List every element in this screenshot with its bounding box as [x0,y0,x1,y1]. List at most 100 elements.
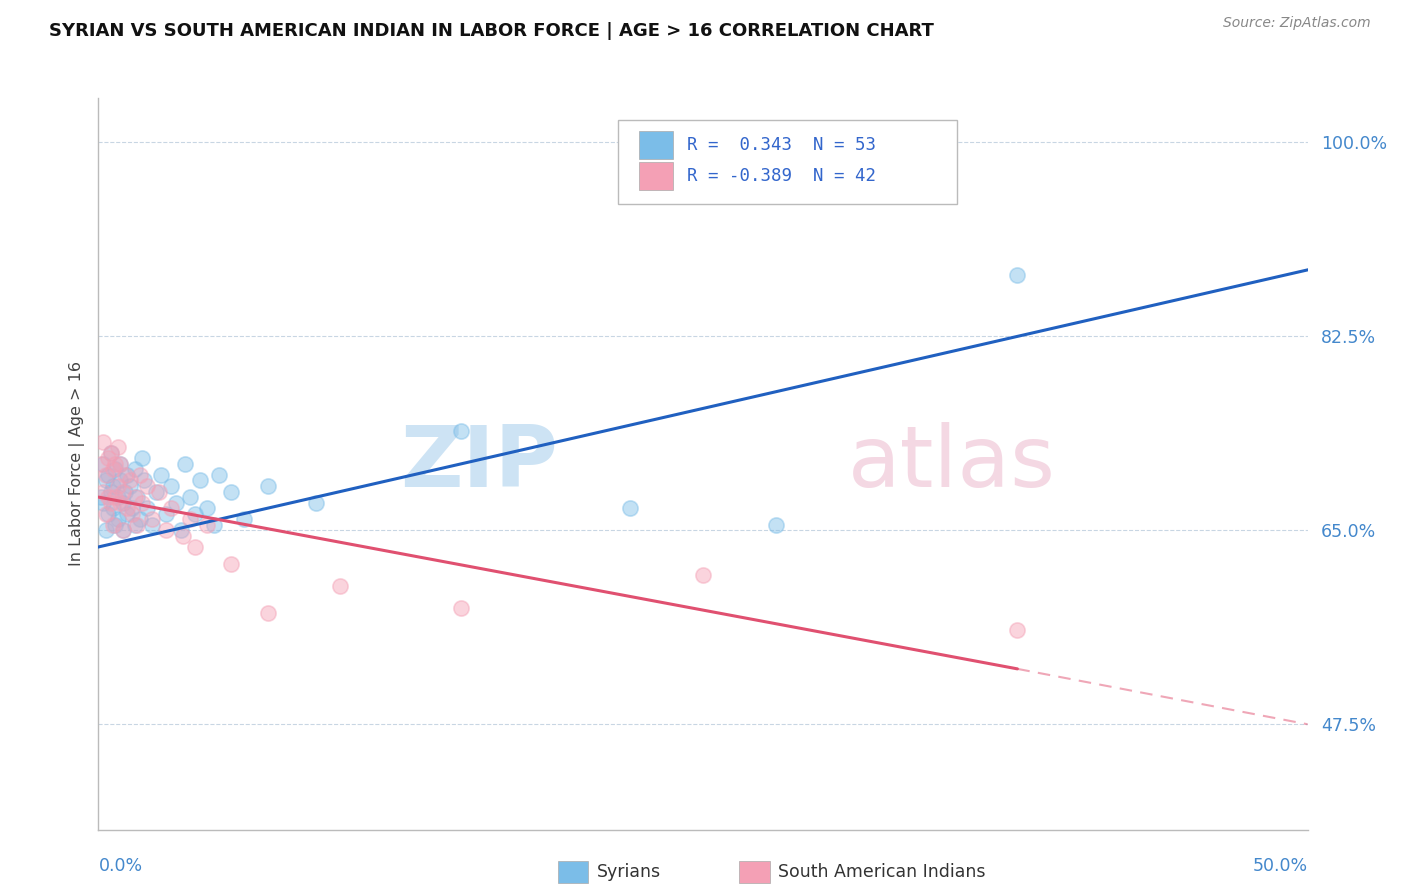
Point [100,495,122,509]
Point [111,484,134,499]
Point [108,495,131,509]
Point [195,517,218,532]
Point [114,484,136,499]
Point [94,474,117,488]
Point [450,424,472,438]
Point [179,490,201,504]
FancyBboxPatch shape [619,120,957,204]
Point [124,490,146,504]
Point [91,457,114,471]
Point [128,467,150,482]
Point [174,457,197,471]
Point [94,467,117,482]
Point [134,474,156,488]
Point [450,601,472,615]
Text: atlas: atlas [848,422,1056,506]
Point [111,495,134,509]
Point [90,457,112,471]
Point [135,501,157,516]
Point [1007,623,1029,637]
Point [124,517,146,532]
Point [232,512,254,526]
Point [101,462,124,476]
Text: ZIP: ZIP [401,422,558,506]
Point [155,507,177,521]
Point [135,479,157,493]
Point [184,507,207,521]
Point [256,607,278,621]
Point [204,517,226,532]
Point [108,474,131,488]
Point [692,567,714,582]
Point [117,507,139,521]
Point [208,467,231,482]
Point [619,501,641,516]
Point [90,490,112,504]
Point [131,495,153,509]
Point [118,479,141,493]
Point [104,517,127,532]
Point [127,517,149,532]
Text: R =  0.343  N = 53: R = 0.343 N = 53 [688,136,876,154]
Point [107,490,129,504]
Point [97,451,120,466]
Text: Syrians: Syrians [596,863,661,881]
Point [107,512,129,526]
Point [104,457,127,471]
Point [97,507,120,521]
Point [111,524,134,538]
Point [108,457,131,471]
Point [104,490,127,504]
Point [124,462,146,476]
Point [765,517,787,532]
Point [117,467,139,482]
Point [165,495,187,509]
Point [100,446,122,460]
Point [148,484,170,499]
Text: 0.0%: 0.0% [98,857,142,875]
Point [172,529,194,543]
Y-axis label: In Labor Force | Age > 16: In Labor Force | Age > 16 [69,361,84,566]
Point [256,479,278,493]
Point [127,490,149,504]
Point [100,484,122,499]
Point [150,467,173,482]
Bar [638,131,673,159]
Point [131,451,153,466]
Point [121,501,143,516]
Bar [740,861,769,883]
Point [221,557,243,571]
Point [145,484,167,499]
Point [101,517,124,532]
Point [100,446,122,460]
Point [114,467,136,482]
Point [94,507,117,521]
Point [104,462,127,476]
Point [118,474,141,488]
Point [101,479,124,493]
Point [91,434,114,449]
Text: SYRIAN VS SOUTH AMERICAN INDIAN IN LABOR FORCE | AGE > 16 CORRELATION CHART: SYRIAN VS SOUTH AMERICAN INDIAN IN LABOR… [49,22,934,40]
Point [179,512,201,526]
Point [107,479,129,493]
Point [91,484,114,499]
Point [108,457,131,471]
Text: R = -0.389  N = 42: R = -0.389 N = 42 [688,167,876,185]
Point [97,467,120,482]
Point [195,501,218,516]
Point [91,495,114,509]
Point [94,524,117,538]
Point [107,440,129,454]
Point [97,490,120,504]
Point [329,579,352,593]
Text: 50.0%: 50.0% [1253,857,1308,875]
Point [121,507,143,521]
Point [141,512,163,526]
Point [111,524,134,538]
Point [101,501,124,516]
Point [188,474,211,488]
Point [169,524,191,538]
Text: Source: ZipAtlas.com: Source: ZipAtlas.com [1223,16,1371,30]
Point [160,479,183,493]
Point [141,517,163,532]
